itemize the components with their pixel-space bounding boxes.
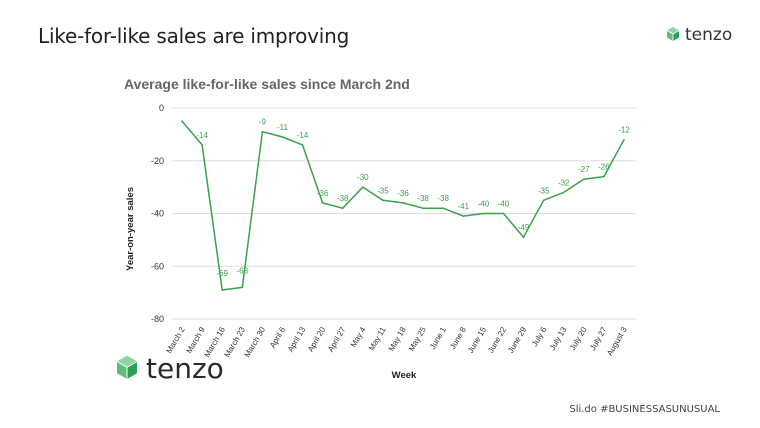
data-label: -68 bbox=[236, 266, 248, 275]
data-point bbox=[583, 178, 585, 181]
data-label: -41 bbox=[457, 202, 469, 211]
tenzo-hex-icon bbox=[116, 355, 138, 379]
data-labels: -14 -69 -68 -9 -11 -14 -36 -38 -30 -35 -36 -38 -38 -4… bbox=[181, 118, 630, 291]
y-tick-label: -20 bbox=[151, 156, 164, 166]
tenzo-logo-top: tenzo bbox=[664, 25, 732, 45]
data-label: -12 bbox=[618, 126, 630, 135]
data-point bbox=[462, 215, 465, 217]
series-line bbox=[181, 120, 625, 291]
x-tick-label: June 8 bbox=[448, 325, 468, 351]
x-tick-label: May 4 bbox=[349, 325, 368, 349]
data-point bbox=[301, 144, 304, 146]
data-point bbox=[603, 175, 605, 178]
gridlines bbox=[172, 107, 636, 320]
data-point bbox=[422, 207, 424, 210]
x-tick-label: June 1 bbox=[428, 325, 448, 351]
footer-tag: Sli.do #BUSINESSASUNUSUAL bbox=[569, 404, 720, 415]
x-tick-label: July 27 bbox=[588, 325, 609, 352]
data-label: -26 bbox=[598, 163, 610, 172]
y-axis-ticks: 0 -20 -40 -60 -80 bbox=[151, 103, 164, 324]
data-label: -40 bbox=[498, 200, 510, 209]
x-axis-label: Week bbox=[392, 370, 417, 381]
x-tick-label: May 18 bbox=[387, 325, 408, 353]
tenzo-logo-bottom: tenzo bbox=[112, 352, 224, 385]
data-label: -36 bbox=[317, 189, 329, 198]
data-point bbox=[181, 120, 183, 122]
data-point bbox=[502, 212, 505, 215]
x-tick-label: May 25 bbox=[407, 325, 428, 353]
chart-title: Average like-for-like sales since March … bbox=[124, 76, 410, 92]
x-tick-label: July 20 bbox=[568, 325, 589, 352]
x-tick-label: April 13 bbox=[286, 325, 308, 353]
data-point bbox=[542, 199, 545, 202]
logo-wordmark: tenzo bbox=[146, 352, 224, 385]
data-label: -14 bbox=[297, 131, 309, 140]
x-tick-label: April 20 bbox=[306, 325, 328, 353]
data-label: -35 bbox=[538, 186, 550, 195]
tenzo-hex-icon bbox=[666, 27, 680, 41]
x-tick-label: April 6 bbox=[268, 325, 287, 350]
data-point bbox=[442, 207, 444, 210]
x-tick-label: July 13 bbox=[548, 325, 569, 352]
y-tick-label: -80 bbox=[151, 314, 164, 324]
data-point bbox=[382, 199, 384, 202]
data-point bbox=[341, 207, 344, 210]
y-axis-label: Year-on-year sales bbox=[125, 187, 136, 271]
data-label: -11 bbox=[277, 123, 289, 132]
data-point bbox=[362, 186, 364, 188]
data-label: -38 bbox=[417, 194, 429, 203]
data-label: -38 bbox=[437, 194, 449, 203]
data-point bbox=[201, 144, 203, 146]
x-tick-label: April 27 bbox=[326, 325, 348, 353]
y-tick-label: -60 bbox=[151, 261, 164, 271]
x-tick-label: July 6 bbox=[530, 325, 549, 348]
data-point bbox=[522, 236, 525, 239]
data-point bbox=[482, 212, 485, 215]
data-label: -35 bbox=[377, 186, 389, 195]
data-label: -9 bbox=[259, 118, 267, 127]
data-point bbox=[562, 191, 565, 194]
x-tick-label: June 29 bbox=[506, 325, 528, 355]
data-label: -14 bbox=[196, 131, 208, 140]
data-point bbox=[241, 286, 244, 289]
data-point bbox=[321, 202, 324, 204]
data-label: -27 bbox=[578, 165, 590, 174]
x-tick-label: August 3 bbox=[605, 325, 629, 357]
data-label: -36 bbox=[397, 189, 409, 198]
data-point bbox=[402, 202, 404, 204]
slide-title: Like-for-like sales are improving bbox=[38, 24, 350, 48]
data-point bbox=[221, 289, 223, 291]
logo-wordmark: tenzo bbox=[685, 25, 733, 45]
data-label: -30 bbox=[357, 173, 369, 182]
y-tick-label: 0 bbox=[159, 103, 164, 113]
data-label: -49 bbox=[518, 223, 530, 232]
data-point bbox=[281, 136, 284, 138]
data-label: -32 bbox=[558, 178, 570, 187]
data-label: -69 bbox=[216, 269, 228, 278]
data-label: -38 bbox=[337, 194, 349, 203]
data-point bbox=[261, 130, 264, 133]
y-tick-label: -40 bbox=[151, 209, 164, 219]
data-label: -40 bbox=[478, 200, 490, 209]
x-tick-label: May 11 bbox=[367, 325, 388, 352]
data-point bbox=[623, 138, 625, 141]
